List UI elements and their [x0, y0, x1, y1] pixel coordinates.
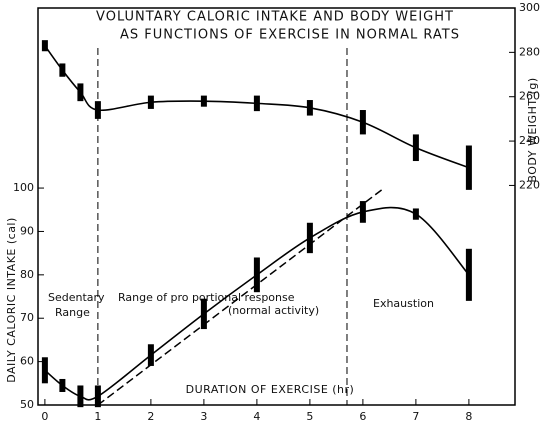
x-tick-label: 4	[253, 410, 260, 423]
y-axis-label: DAILY CALORIC INTAKE (cal)	[5, 217, 18, 383]
error-bar	[77, 83, 84, 102]
error-bar	[306, 222, 313, 254]
y-tick-label: 90	[20, 224, 34, 237]
x-tick-label: 3	[200, 410, 207, 423]
plot-frame	[37, 7, 516, 406]
error-bar	[359, 110, 366, 135]
y2-tick-label: 300	[519, 1, 540, 14]
title-line: VOLUNTARY CALORIC INTAKE AND BODY WEIGHT	[96, 10, 454, 25]
error-bar	[200, 298, 207, 330]
error-bar	[94, 101, 101, 119]
error-bar	[94, 385, 101, 408]
y-tick-label: 80	[20, 268, 34, 281]
error-bar	[147, 344, 154, 366]
x-tick-label: 7	[412, 410, 419, 423]
annotation: (normal activity)	[228, 304, 319, 317]
error-bar	[253, 95, 260, 112]
error-bar	[412, 134, 419, 162]
y2-tick-label: 280	[519, 45, 540, 58]
y2-tick-label: 220	[519, 178, 540, 191]
x-tick-label: 0	[41, 410, 48, 423]
annotation: Range of pro portional response	[118, 291, 295, 304]
annotation: Sedentary	[48, 291, 105, 304]
error-bar	[253, 257, 260, 293]
error-bar	[41, 40, 48, 52]
error-bar	[465, 145, 472, 190]
error-bar	[59, 378, 66, 392]
y-tick-label: 50	[20, 398, 34, 411]
x-tick-label: 1	[94, 410, 101, 423]
error-bar	[59, 63, 66, 77]
y-tick-label: 70	[20, 311, 34, 324]
error-bar	[200, 95, 207, 107]
error-bar	[41, 357, 48, 384]
error-bar	[77, 385, 84, 408]
x-tick-label: 5	[306, 410, 313, 423]
x-tick-label: 2	[147, 410, 154, 423]
y-tick-label: 100	[13, 181, 34, 194]
y2-tick-label: 260	[519, 90, 540, 103]
x-tick-label: 6	[359, 410, 366, 423]
y2-tick-label: 240	[519, 134, 540, 147]
y2-axis-label: BODY WEIGHT (g)	[526, 77, 539, 182]
error-bar	[412, 208, 419, 220]
annotation: Exhaustion	[373, 297, 434, 310]
error-bar	[306, 100, 313, 116]
error-bar	[465, 248, 472, 301]
y-tick-label: 60	[20, 355, 34, 368]
annotation: Range	[55, 306, 90, 319]
title-line: AS FUNCTIONS OF EXERCISE IN NORMAL RATS	[120, 28, 460, 43]
error-bar	[147, 95, 154, 109]
x-axis-label: DURATION OF EXERCISE (hr)	[186, 383, 355, 396]
error-bar	[359, 201, 366, 223]
x-tick-label: 8	[465, 410, 472, 423]
